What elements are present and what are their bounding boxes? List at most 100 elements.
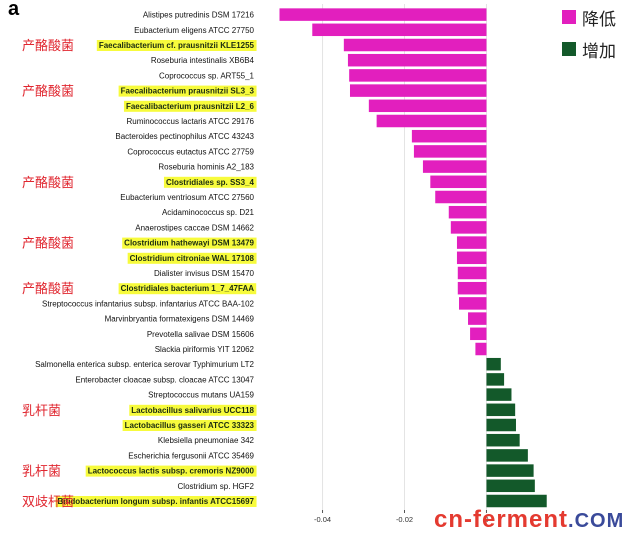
watermark-part2: .COM [568,510,625,532]
bar-dialister-invisus-dsm-15470 [457,266,487,280]
bar-salmonella-enterica-subsp-enterica-serovar-typhimurium-lt2 [486,357,501,371]
watermark: cn-ferment.COM [434,506,624,534]
category-label-23: Salmonella enterica subsp. enterica sero… [35,360,254,369]
bar-clostridiales-bacterium-1-7-47faa [457,281,487,295]
category-label-4: Coprococcus sp. ART55_1 [159,71,255,80]
annotation-4: 产酪酸菌 [22,281,74,297]
category-label-11: Clostridiales sp. SS3_4 [166,178,255,187]
x-axis-ticks: -0.04 -0.02 0 [314,510,489,524]
annotation-5: 乳杆菌 [22,404,61,419]
bar-enterobacter-cloacae-subsp-cloacae-atcc-13047 [486,373,505,386]
category-label-17: Dialister invisus DSM 15470 [154,269,255,278]
legend-item-decrease: 降低 [562,6,616,30]
label-highlight-5 [118,85,257,97]
category-label-2: Faecalibacterium cf. prausnitzii KLE1255 [99,41,255,50]
bar-slackia-piriformis-yit-12062 [475,342,487,356]
bar-clostridium-sp-hgf2 [486,479,535,493]
category-label-31: Clostridium sp. HGF2 [178,482,255,491]
label-highlight-16 [127,252,257,264]
bar-faecalibacterium-prausnitzii-sl3-3 [349,84,487,97]
label-highlight-15 [122,237,257,249]
bar-roseburia-hominis-a2-183 [422,160,487,173]
tick-label-2: 0 [484,515,488,524]
label-highlight-18 [118,283,257,295]
category-label-10: Roseburia hominis A2_183 [158,163,254,172]
bar-anaerostipes-caccae-dsm-14662 [450,221,487,234]
bar-eubacterium-ventriosum-atcc-27560 [435,190,487,204]
legend: 降低 增加 [562,6,616,70]
bars [279,8,547,508]
category-label-24: Enterobacter cloacae subsp. cloacae ATCC… [75,375,254,384]
bar-bacteroides-pectinophilus-atcc-43243 [411,129,487,143]
legend-label-decrease: 降低 [582,9,616,30]
bar-clostridiales-sp-ss3-4 [430,175,487,189]
legend-swatch-increase [562,42,576,56]
label-highlight-6 [123,100,257,112]
category-label-9: Coprococcus eutactus ATCC 27759 [127,147,254,156]
bar-faecalibacterium-cf-prausnitzii-kle1255 [343,38,487,52]
annotation-2: 产酪酸菌 [22,175,74,191]
legend-swatch-decrease [562,10,576,24]
annotation-6: 乳杆菌 [22,465,61,480]
category-label-14: Anaerostipes caccae DSM 14662 [135,223,254,232]
bar-roseburia-intestinalis-xb6b4 [347,53,487,67]
annotation-3: 产酪酸菌 [22,236,74,252]
category-label-32: Bifidobacterium longum subsp. infantis A… [58,497,255,506]
watermark-part1: cn-ferment [434,506,569,533]
annotation-0: 产酪酸菌 [22,38,74,54]
bar-prevotella-salivae-dsm-15606 [470,327,487,341]
bar-klebsiella-pneumoniae-342 [486,433,520,447]
category-label-13: Acidaminococcus sp. D21 [162,208,255,217]
category-label-8: Bacteroides pectinophilus ATCC 43243 [115,132,254,141]
bar-streptococcus-infantarius-subsp-infantarius-atcc-baa-102 [459,297,487,310]
bar-escherichia-fergusonii-atcc-35469 [486,449,528,462]
category-label-19: Streptococcus infantarius subsp. infanta… [42,299,255,308]
panel-label: a [8,0,20,20]
bar-coprococcus-sp-art55-1 [349,69,487,82]
label-highlight-11 [163,176,257,188]
legend-label-increase: 增加 [582,41,616,62]
category-label-21: Prevotella salivae DSM 15606 [147,330,255,339]
label-highlight-2 [96,40,257,51]
category-label-7: Ruminococcus lactaris ATCC 29176 [127,117,255,126]
category-label-3: Roseburia intestinalis XB6B4 [151,56,255,65]
bar-lactobacillus-gasseri-atcc-33323 [486,418,516,432]
bar-streptococcus-mutans-ua159 [486,388,512,401]
bar-ruminococcus-lactaris-atcc-29176 [376,114,487,128]
bar-coprococcus-eutactus-atcc-27759 [413,145,487,158]
bar-clostridium-citroniae-wal-17108 [456,251,487,265]
category-label-16: Clostridium citroniae WAL 17108 [130,254,255,263]
label-highlight-27 [122,420,257,431]
category-label-26: Lactobacillus salivarius UCC118 [131,406,254,415]
bar-marvinbryantia-formatexigens-dsm-14469 [468,312,487,325]
label-highlights [55,40,257,507]
category-label-6: Faecalibacterium prausnitzii L2_6 [126,102,255,111]
bar-clostridium-hathewayi-dsm-13479 [456,236,487,249]
category-label-30: Lactococcus lactis subsp. cremoris NZ900… [88,467,255,476]
bar-lactococcus-lactis-subsp-cremoris-nz9000 [486,464,534,477]
category-label-18: Clostridiales bacterium 1_7_47FAA [121,284,255,293]
bar-faecalibacterium-prausnitzii-l2-6 [368,99,487,113]
category-label-0: Alistipes putredinis DSM 17216 [143,11,255,20]
category-label-1: Eubacterium eligens ATCC 27750 [134,26,254,35]
category-label-28: Klebsiella pneumoniae 342 [158,436,255,445]
category-label-29: Escherichia fergusonii ATCC 35469 [128,451,254,460]
bar-lactobacillus-salivarius-ucc118 [486,403,516,417]
annotation-1: 产酪酸菌 [22,84,74,100]
category-label-15: Clostridium hathewayi DSM 13479 [124,239,254,248]
tick-label-0: -0.04 [314,515,331,524]
bar-alistipes-putredinis-dsm-17216 [279,8,487,21]
annotation-7: 双歧杆菌 [22,495,74,510]
category-label-22: Slackia piriformis YIT 12062 [155,345,255,354]
label-highlight-30 [85,465,257,477]
bar-eubacterium-eligens-atcc-27750 [312,23,487,37]
category-label-12: Eubacterium ventriosum ATCC 27560 [120,193,254,202]
bar-bifidobacterium-longum-subsp-infantis-atcc15697 [486,494,547,508]
bar-acidaminococcus-sp-d21 [448,205,487,219]
category-label-5: Faecalibacterium prausnitzii SL3_3 [121,87,255,96]
category-label-20: Marvinbryantia formatexigens DSM 14469 [105,315,255,324]
category-label-27: Lactobacillus gasseri ATCC 33323 [125,421,255,430]
category-label-25: Streptococcus mutans UA159 [148,391,254,400]
